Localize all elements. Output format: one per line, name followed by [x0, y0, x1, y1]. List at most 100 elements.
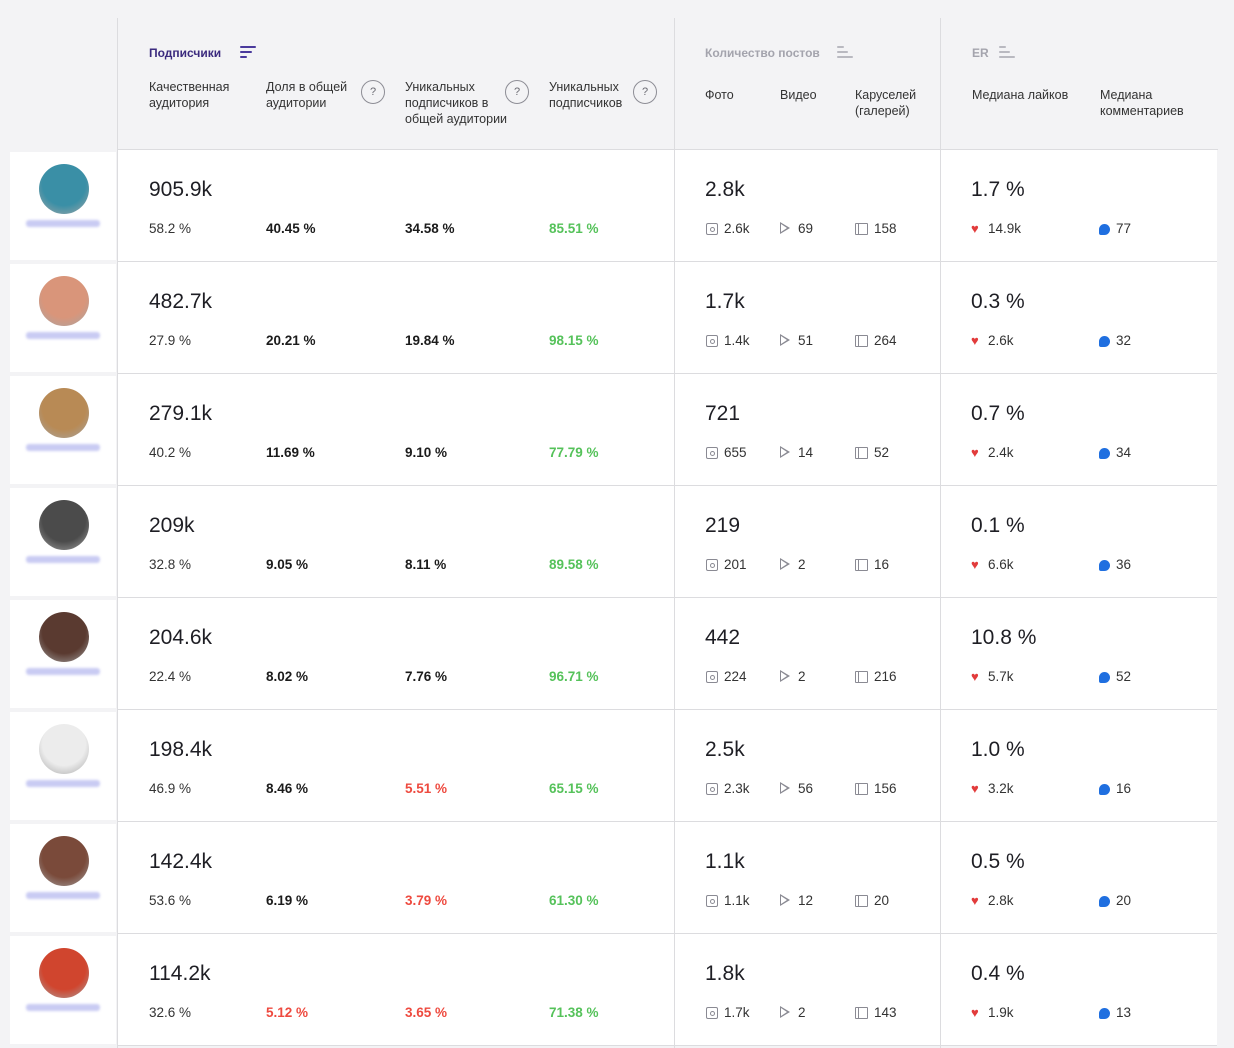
column-divider [117, 18, 118, 1048]
sort-icon[interactable] [240, 46, 256, 58]
sort-icon[interactable] [999, 46, 1015, 58]
quality-audience-value: 32.8 % [149, 557, 192, 572]
photo-header[interactable]: Фото [705, 88, 734, 102]
followers-value: 114.2k [149, 962, 211, 985]
column-divider [674, 150, 675, 261]
subscribers-group-title[interactable]: Подписчики [149, 46, 222, 60]
heart-icon: ♥ [971, 445, 979, 460]
median-likes-header[interactable]: Медиана лайков [972, 88, 1069, 102]
avatar[interactable] [39, 500, 89, 550]
posts-group-title[interactable]: Количество постов [705, 46, 820, 60]
column-divider [674, 374, 675, 485]
column-divider [940, 598, 941, 709]
avatar[interactable] [39, 948, 89, 998]
share-total-value: 40.45 % [266, 221, 316, 236]
play-icon [780, 334, 790, 346]
question-circle-icon[interactable]: ? [361, 80, 385, 104]
carousel-icon [855, 783, 868, 795]
quality-audience-value: 22.4 % [149, 669, 192, 684]
avatar[interactable] [39, 836, 89, 886]
table-row[interactable]: 198.4k 46.9 % 8.46 % 5.51 % 65.15 % 2.5k… [118, 710, 1217, 822]
photo-count: 655 [724, 445, 747, 460]
photo-icon [706, 223, 718, 235]
column-divider [940, 486, 941, 597]
unique-header[interactable]: Уникальных подписчиков [549, 80, 623, 110]
er-value: 1.7 % [971, 178, 1025, 201]
avatar[interactable] [39, 164, 89, 214]
table-row[interactable]: 905.9k 58.2 % 40.45 % 34.58 % 85.51 % 2.… [118, 150, 1217, 262]
table-row[interactable]: 114.2k 32.6 % 5.12 % 3.65 % 71.38 % 1.8k… [118, 934, 1217, 1046]
column-divider [940, 710, 941, 821]
median-likes-value: 5.7k [988, 669, 1014, 684]
median-comments-value: 32 [1116, 333, 1132, 348]
account-cell[interactable] [10, 264, 116, 372]
photo-count: 2.6k [724, 221, 750, 236]
unique-in-total-header[interactable]: Уникальных подписчиков в общей аудитории [405, 80, 508, 126]
account-cell[interactable] [10, 824, 116, 932]
er-value: 0.7 % [971, 402, 1025, 425]
video-header[interactable]: Видео [780, 88, 817, 102]
carousels-header[interactable]: Каруселей (галерей) [855, 88, 917, 118]
blurred-username[interactable] [26, 556, 100, 563]
median-comments-header[interactable]: Медиана комментариев [1100, 88, 1184, 118]
avatar[interactable] [39, 612, 89, 662]
er-group-title[interactable]: ER [972, 46, 989, 60]
row-divider [118, 821, 1217, 822]
account-cell[interactable] [10, 712, 116, 820]
unique-in-total-value: 19.84 % [405, 333, 455, 348]
share-total-value: 11.69 % [266, 445, 315, 460]
row-divider [118, 261, 1217, 262]
quality-audience-value: 32.6 % [149, 1005, 192, 1020]
share-total-value: 20.21 % [266, 333, 316, 348]
blurred-username[interactable] [26, 892, 100, 899]
table-row[interactable]: 482.7k 27.9 % 20.21 % 19.84 % 98.15 % 1.… [118, 262, 1217, 374]
er-value: 0.3 % [971, 290, 1025, 313]
blurred-username[interactable] [26, 1004, 100, 1011]
comment-bubble-icon [1099, 448, 1110, 459]
row-divider [118, 709, 1217, 710]
account-cell[interactable] [10, 936, 116, 1044]
median-likes-value: 2.6k [988, 333, 1014, 348]
photo-count: 201 [724, 557, 747, 572]
unique-in-total-value: 8.11 % [405, 557, 447, 572]
account-cell[interactable] [10, 488, 116, 596]
video-count: 2 [798, 1005, 806, 1020]
blurred-username[interactable] [26, 444, 100, 451]
photo-icon [706, 447, 718, 459]
account-cell[interactable] [10, 152, 116, 260]
comment-bubble-icon [1099, 784, 1110, 795]
table-row[interactable]: 142.4k 53.6 % 6.19 % 3.79 % 61.30 % 1.1k… [118, 822, 1217, 934]
row-divider [118, 597, 1217, 598]
play-icon [780, 446, 790, 458]
sort-icon[interactable] [837, 46, 853, 58]
avatar[interactable] [39, 276, 89, 326]
accounts-column [10, 150, 116, 1048]
question-circle-icon[interactable]: ? [505, 80, 529, 104]
carousel-count: 216 [874, 669, 897, 684]
table-row[interactable]: 209k 32.8 % 9.05 % 8.11 % 89.58 % 219 20… [118, 486, 1217, 598]
share-total-value: 8.46 % [266, 781, 309, 796]
blurred-username[interactable] [26, 780, 100, 787]
blurred-username[interactable] [26, 668, 100, 675]
photo-count: 1.7k [724, 1005, 750, 1020]
blurred-username[interactable] [26, 220, 100, 227]
share-total-header[interactable]: Доля в общей аудитории [266, 80, 348, 110]
heart-icon: ♥ [971, 781, 979, 796]
followers-value: 198.4k [149, 738, 213, 761]
er-value: 10.8 % [971, 626, 1037, 649]
quality-audience-header[interactable]: Качественная аудитория [149, 80, 230, 110]
row-divider [118, 933, 1217, 934]
table-row[interactable]: 279.1k 40.2 % 11.69 % 9.10 % 77.79 % 721… [118, 374, 1217, 486]
unique-in-total-value: 5.51 % [405, 781, 448, 796]
unique-in-total-value: 7.76 % [405, 669, 448, 684]
question-circle-icon[interactable]: ? [633, 80, 657, 104]
avatar[interactable] [39, 724, 89, 774]
carousel-count: 143 [874, 1005, 897, 1020]
table-row[interactable]: 204.6k 22.4 % 8.02 % 7.76 % 96.71 % 442 … [118, 598, 1217, 710]
avatar[interactable] [39, 388, 89, 438]
account-cell[interactable] [10, 376, 116, 484]
account-cell[interactable] [10, 600, 116, 708]
unique-value: 85.51 % [549, 221, 599, 236]
blurred-username[interactable] [26, 332, 100, 339]
followers-value: 209k [149, 514, 195, 537]
